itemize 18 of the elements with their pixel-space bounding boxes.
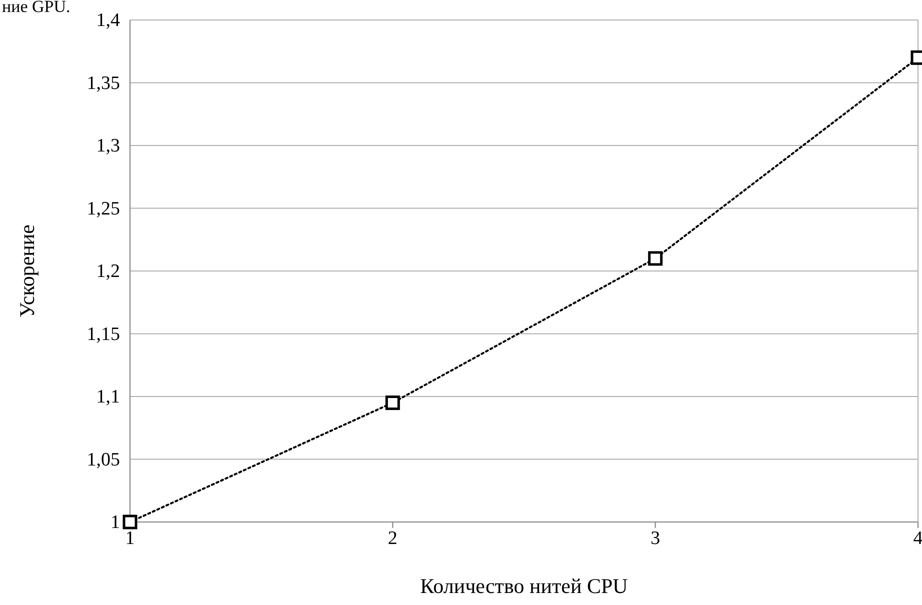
point [648,251,663,266]
x-axis-title: Количество нитей CPU [420,574,628,598]
point [122,514,138,530]
y-axis-title: Ускорение [15,224,39,318]
text: ние GPU. [2,0,70,16]
y-tick-label: 1,15 [86,324,120,345]
y-tick-label: 1,1 [96,386,120,408]
x-tick-label: 2 [388,528,398,549]
y-tick-label: 1,35 [86,72,120,94]
x-tick-label: 3 [650,528,660,549]
point [385,396,400,410]
y-tick-label: 1,2 [96,261,120,282]
y-tick-label: 1 [110,512,120,533]
y-tick-label: 1,3 [96,136,120,156]
y-tick-label: 1,05 [86,449,120,470]
y-tick-label: 1,25 [86,198,120,220]
y-tick-label: 1,4 [96,10,120,31]
x-tick-label: 1 [125,528,135,549]
